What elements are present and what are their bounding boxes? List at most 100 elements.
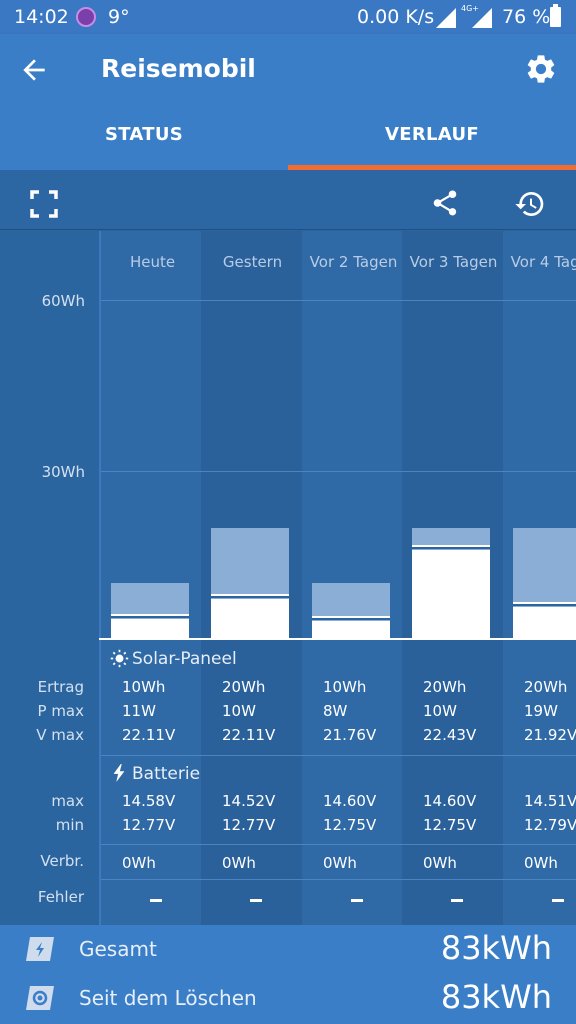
day-label: Heute	[129, 253, 176, 271]
bar-divider-gap	[412, 546, 490, 549]
bar-divider-line	[312, 616, 390, 619]
back-arrow-icon[interactable]	[18, 54, 50, 86]
gear-icon[interactable]	[524, 52, 558, 86]
bar-segment-top	[312, 582, 390, 622]
cell-consumption: 0Wh	[524, 854, 558, 872]
cell-battery-max: 14.52V	[222, 792, 276, 810]
bar-segment-bottom	[211, 599, 289, 638]
tab-status[interactable]: STATUS	[104, 124, 184, 145]
y-tick-60: 60Wh	[41, 292, 85, 310]
cell-battery-min: 12.75V	[423, 816, 477, 834]
since-reset-label: Seit dem Löschen	[79, 986, 257, 1010]
app-bar: Reisemobil STATUS VERLAUF	[0, 34, 576, 170]
tab-indicator	[288, 165, 576, 170]
cell-pmax: 19W	[524, 702, 558, 720]
bar-segment-bottom	[513, 607, 576, 638]
error-dash	[351, 899, 363, 902]
bar-segment-top	[211, 527, 289, 600]
grid-line-30	[101, 471, 576, 472]
total-value: 83kWh	[440, 929, 552, 967]
bar-divider-line	[111, 613, 189, 616]
cell-battery-min: 12.77V	[222, 816, 276, 834]
network-type: 4G+	[461, 4, 479, 13]
row-label-pmax: P max	[37, 702, 85, 720]
sun-icon	[110, 649, 129, 668]
history-chart[interactable]: Heute Gestern Vor 2 Tagen Vor 3 Tagen Vor 4 …	[0, 231, 576, 925]
reset-yield-icon	[26, 986, 54, 1010]
separator-solar	[101, 755, 576, 756]
bar-divider-line	[412, 544, 490, 547]
history-icon[interactable]	[514, 188, 546, 220]
cell-consumption: 0Wh	[122, 854, 156, 872]
cell-consumption: 0Wh	[222, 854, 256, 872]
lightning-icon	[113, 764, 125, 782]
row-label-verbr: Verbr.	[40, 852, 84, 870]
cell-battery-min: 12.79V	[524, 816, 576, 834]
cell-ertrag: 20Wh	[423, 678, 467, 696]
day-column[interactable]	[101, 231, 202, 925]
row-label-vmax: V max	[36, 726, 84, 744]
since-reset-row: Seit dem Löschen 83kWh	[0, 974, 576, 1023]
page-title: Reisemobil	[101, 54, 256, 83]
chart-toolbar	[0, 170, 576, 230]
row-label-min: min	[55, 816, 84, 834]
status-bar: 14:02 9° 0.00 K/s 4G+ 76 %	[0, 0, 576, 34]
fullscreen-icon[interactable]	[30, 190, 58, 218]
bar-divider-gap	[111, 615, 189, 618]
status-time: 14:02	[14, 6, 69, 28]
grid-line-60	[101, 300, 576, 301]
cell-battery-max: 14.60V	[423, 792, 477, 810]
bar-divider-gap	[312, 618, 390, 621]
battery-percentage: 76 %	[502, 6, 551, 28]
wifi-signal-icon	[436, 8, 456, 28]
cell-vmax: 22.11V	[222, 726, 276, 744]
cell-ertrag: 10Wh	[122, 678, 166, 696]
cell-consumption: 0Wh	[323, 854, 357, 872]
day-label: Vor 4 Tagen	[510, 253, 576, 271]
tab-verlauf[interactable]: VERLAUF	[385, 124, 479, 145]
error-dash	[250, 899, 262, 902]
bar-segment-top	[412, 527, 490, 550]
bar-segment-bottom	[412, 549, 490, 638]
share-icon[interactable]	[430, 188, 460, 218]
cell-ertrag: 20Wh	[222, 678, 266, 696]
total-label: Gesamt	[79, 937, 157, 961]
error-dash	[552, 899, 564, 902]
cell-signal-icon	[472, 8, 492, 28]
bar-divider-gap	[513, 604, 576, 607]
cell-battery-max: 14.58V	[122, 792, 176, 810]
bar-divider-gap	[211, 596, 289, 599]
status-network-speed: 0.00 K/s	[357, 6, 435, 28]
cell-vmax: 21.76V	[323, 726, 377, 744]
bar-segment-bottom	[312, 621, 390, 638]
row-label-ertrag: Ertrag	[37, 678, 84, 696]
since-reset-value: 83kWh	[440, 978, 552, 1016]
cell-consumption: 0Wh	[423, 854, 457, 872]
cell-vmax: 21.92V	[524, 726, 576, 744]
day-column[interactable]	[302, 231, 403, 925]
cell-vmax: 22.43V	[423, 726, 477, 744]
row-label-fehler: Fehler	[37, 888, 84, 906]
battery-icon	[550, 4, 561, 27]
bar-divider-line	[513, 602, 576, 605]
cell-pmax: 8W	[323, 702, 348, 720]
totals-footer: Gesamt 83kWh Seit dem Löschen 83kWh	[0, 925, 576, 1024]
label-divider	[99, 231, 101, 925]
cell-battery-max: 14.60V	[323, 792, 377, 810]
row-label-column	[0, 231, 99, 925]
bar-divider-line	[211, 594, 289, 597]
cell-ertrag: 10Wh	[323, 678, 367, 696]
total-yield-icon	[26, 937, 54, 961]
error-dash	[150, 899, 162, 902]
row-label-max: max	[51, 792, 84, 810]
cell-battery-min: 12.75V	[323, 816, 377, 834]
day-label: Vor 2 Tagen	[309, 253, 398, 271]
cell-pmax: 10W	[222, 702, 256, 720]
total-row: Gesamt 83kWh	[0, 925, 576, 974]
section-battery-title: Batterie	[132, 764, 201, 784]
y-tick-30: 30Wh	[41, 463, 85, 481]
notification-app-icon	[76, 7, 96, 27]
status-temperature: 9°	[108, 6, 130, 28]
day-label: Gestern	[222, 253, 283, 271]
cell-pmax: 10W	[423, 702, 457, 720]
